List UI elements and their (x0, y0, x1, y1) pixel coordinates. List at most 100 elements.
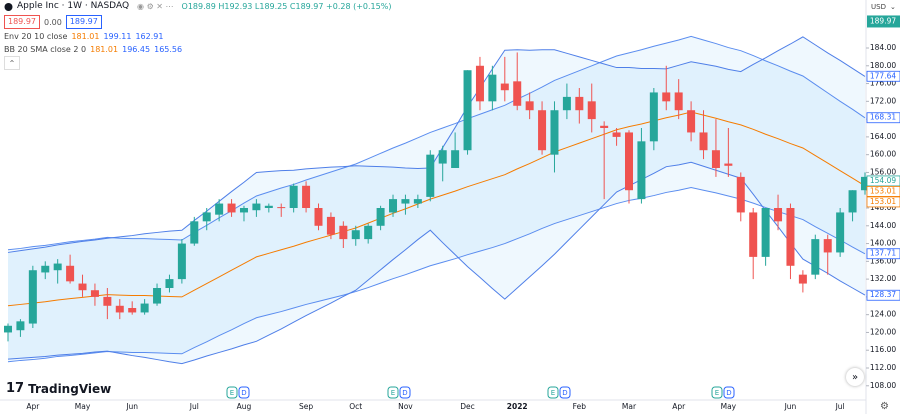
candle-body (426, 154, 435, 197)
candle-body (314, 208, 323, 226)
x-tick-label: Jul (189, 402, 199, 411)
candle-body (326, 216, 335, 235)
price-label-box (866, 289, 900, 301)
candle-body (239, 208, 248, 213)
candle-body (376, 208, 385, 226)
candle-body (41, 265, 50, 273)
indicator-line (7, 161, 866, 365)
y-tick-label: 132.00 (870, 274, 896, 283)
candle-body (401, 199, 410, 204)
candle-body (252, 203, 261, 211)
price-label: 153.01 (870, 197, 896, 206)
candle-body (438, 150, 447, 164)
event-marker (723, 386, 735, 399)
y-tick-label: 148.00 (870, 203, 896, 212)
candle-body (115, 305, 124, 313)
candle-body (600, 125, 609, 128)
indicator-line (7, 111, 866, 307)
event-marker-label: E (715, 389, 719, 397)
event-marker (238, 386, 250, 399)
candle-body (339, 225, 348, 240)
indicator-value: 162.91 (135, 32, 164, 41)
buy-price[interactable]: 189.97 (65, 15, 102, 29)
event-marker-label: D (241, 389, 246, 397)
settings-button[interactable]: ⚙ (880, 401, 889, 412)
candle-body (364, 225, 373, 240)
price-label-box (866, 248, 900, 260)
y-tick-label: 124.00 (870, 310, 896, 319)
y-tick-label: 108.00 (870, 381, 896, 390)
price-boxes: 189.97 0.00 189.97 (4, 15, 102, 29)
candle-body (389, 199, 398, 213)
candle-body (674, 92, 683, 111)
indicator-value: 165.56 (154, 45, 183, 54)
candle-body (538, 110, 547, 151)
candle-body (798, 274, 807, 284)
candle-body (202, 212, 211, 222)
x-tick-label: Jun (784, 402, 797, 411)
collapse-button[interactable]: ⌃ (4, 56, 20, 70)
scroll-button[interactable]: » (846, 368, 864, 386)
watermark-text: TradingView (28, 381, 112, 396)
event-marker (711, 386, 723, 399)
candle-body (699, 132, 708, 151)
candle-body (451, 150, 460, 168)
indicator-value: 199.11 (103, 32, 132, 41)
symbol[interactable]: Apple Inc · 1W · NASDAQ (17, 1, 130, 11)
indicator-name[interactable]: BB 20 SMA close 2 0 (4, 45, 87, 54)
event-marker-label: D (562, 389, 567, 397)
price-label: 177.64 (870, 71, 896, 80)
candle-body (463, 70, 472, 151)
candle-body (140, 303, 149, 313)
candle-body (525, 101, 534, 111)
event-marker (226, 386, 238, 399)
visibility-icons[interactable]: ◉ ⚙ ✕ ⋯ (137, 1, 174, 11)
indicator-line (7, 187, 866, 363)
y-tick-label: 160.00 (870, 150, 896, 159)
indicator-name[interactable]: Env 20 10 close (4, 32, 68, 41)
event-marker (387, 386, 399, 399)
last-price-box (867, 15, 900, 28)
spread: 0.00 (44, 17, 62, 27)
watermark: 𝟭𝟳 TradingView (6, 381, 111, 396)
currency[interactable]: USD ⌄ (871, 3, 896, 11)
candle-body (413, 199, 422, 204)
x-tick-label: May (721, 402, 737, 411)
indicator-value: 196.45 (122, 45, 151, 54)
event-marker-label: E (391, 389, 395, 397)
event-marker-label: E (551, 389, 555, 397)
y-tick-label: 112.00 (870, 363, 896, 372)
y-tick-label: 136.00 (870, 256, 896, 265)
candle-body (289, 185, 298, 208)
candle-body (724, 163, 733, 166)
candle-body (587, 101, 596, 120)
candle-body (351, 230, 360, 240)
candle-body (227, 203, 236, 213)
indicator-value: 181.01 (90, 45, 119, 54)
candle-body (153, 288, 162, 304)
y-tick-label: 144.00 (870, 221, 896, 230)
price-label-box (866, 70, 900, 82)
candle-body (165, 279, 174, 288)
candle-body (78, 283, 87, 291)
candle-body (500, 83, 509, 91)
x-tick-label: Sep (299, 402, 313, 411)
y-tick-label: 184.00 (870, 43, 896, 52)
candle-body (103, 296, 112, 306)
x-tick-label: Oct (349, 402, 362, 411)
x-tick-label: Feb (573, 402, 587, 411)
indicator-line (7, 36, 866, 253)
y-tick-label: 164.00 (870, 132, 896, 141)
sell-price[interactable]: 189.97 (4, 15, 40, 29)
x-tick-label: Dec (460, 402, 475, 411)
candle-body (190, 221, 199, 244)
y-tick-label: 172.00 (870, 96, 896, 105)
candle-body (848, 190, 857, 213)
candle-body (836, 212, 845, 253)
y-tick-label: 156.00 (870, 167, 896, 176)
candle-body (90, 290, 99, 297)
event-marker (399, 386, 411, 399)
y-tick-label: 180.00 (870, 61, 896, 70)
x-tick-label: Jul (835, 402, 845, 411)
